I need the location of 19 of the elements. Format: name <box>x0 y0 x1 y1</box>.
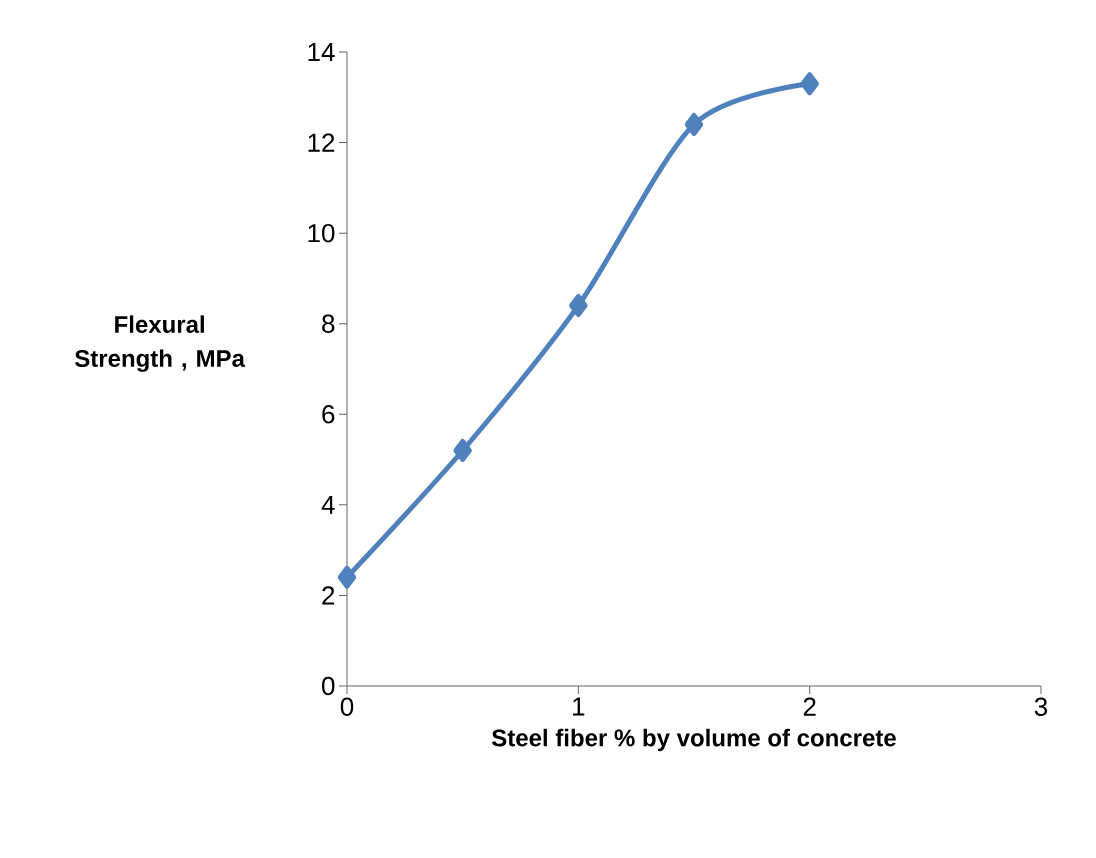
point <box>684 112 704 136</box>
x-tick-label: 0 <box>340 697 354 716</box>
point <box>569 294 588 318</box>
x-axis-title: Steel fiber % by volume of concrete <box>491 728 896 752</box>
x-tick-label: 1 <box>573 697 585 716</box>
point <box>337 565 357 589</box>
point <box>453 439 472 462</box>
y-tick-label: 10 <box>308 223 335 243</box>
y-tick-label: 6 <box>322 405 335 424</box>
y-tick-label: 0 <box>322 676 335 696</box>
y-tick-label: 8 <box>322 314 335 333</box>
y-axis-title: Flexural Strength , MPa <box>74 315 246 372</box>
y-tick-label: 2 <box>322 586 335 605</box>
x-tick-label: 2 <box>803 697 816 716</box>
y-tick-label: 14 <box>308 43 335 61</box>
x-tick-label: 3 <box>1034 697 1048 716</box>
point <box>800 72 819 96</box>
y-tick-label: 12 <box>308 133 335 152</box>
y-tick-label: 4 <box>321 495 335 514</box>
